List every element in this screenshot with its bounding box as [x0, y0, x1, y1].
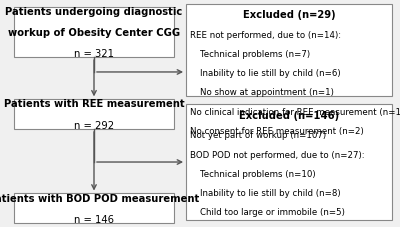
Text: No clinical indication for REE measurement (n=13)ᵃ: No clinical indication for REE measureme… [190, 107, 400, 116]
Text: n = 146: n = 146 [74, 214, 114, 224]
Text: No consent for REE measurement (n=2): No consent for REE measurement (n=2) [190, 126, 364, 135]
Text: REE not performed, due to (n=14):: REE not performed, due to (n=14): [190, 31, 341, 40]
Text: Technical problems (n=10): Technical problems (n=10) [200, 169, 316, 178]
Bar [14, 194, 174, 223]
Text: Inability to lie still by child (n=8): Inability to lie still by child (n=8) [200, 188, 341, 197]
Text: Patients undergoing diagnostic: Patients undergoing diagnostic [5, 7, 183, 17]
Text: BOD POD not performed, due to (n=27):: BOD POD not performed, due to (n=27): [190, 150, 365, 159]
Bar [14, 8, 174, 58]
Text: Technical problems (n=7): Technical problems (n=7) [200, 50, 310, 59]
Text: workup of Obesity Center CGG: workup of Obesity Center CGG [8, 28, 180, 38]
Text: Excluded (n=29): Excluded (n=29) [243, 10, 335, 20]
Bar [186, 5, 392, 96]
Bar [186, 104, 392, 220]
Text: Patients with REE measurement: Patients with REE measurement [4, 99, 184, 109]
Text: n = 292: n = 292 [74, 120, 114, 130]
Text: No show at appointment (n=1): No show at appointment (n=1) [200, 88, 334, 97]
Text: Excluded (n=146): Excluded (n=146) [239, 110, 339, 120]
Text: n = 321: n = 321 [74, 49, 114, 59]
Text: Patients with BOD POD measurement: Patients with BOD POD measurement [0, 193, 200, 203]
Text: Inability to lie still by child (n=6): Inability to lie still by child (n=6) [200, 69, 341, 78]
Text: Not yet part of workup (n=107): Not yet part of workup (n=107) [190, 131, 326, 140]
Bar [14, 100, 174, 129]
Text: Cause unknown (n=4): Cause unknown (n=4) [200, 226, 296, 227]
Text: Child too large or immobile (n=5): Child too large or immobile (n=5) [200, 207, 345, 216]
